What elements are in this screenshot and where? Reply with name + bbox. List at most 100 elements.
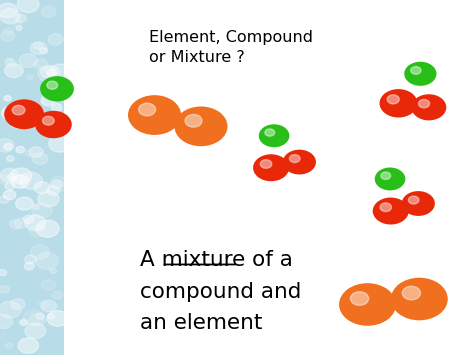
Circle shape	[0, 3, 17, 18]
Circle shape	[402, 191, 435, 216]
Circle shape	[4, 95, 11, 101]
Circle shape	[40, 76, 74, 102]
Circle shape	[49, 135, 71, 152]
Circle shape	[375, 168, 405, 190]
Circle shape	[11, 175, 29, 188]
Circle shape	[19, 54, 37, 67]
Circle shape	[34, 59, 47, 69]
Circle shape	[3, 28, 13, 35]
Circle shape	[47, 311, 68, 326]
Circle shape	[391, 278, 448, 320]
Circle shape	[38, 191, 59, 207]
Circle shape	[52, 291, 63, 299]
Circle shape	[37, 65, 60, 82]
Circle shape	[29, 147, 43, 157]
Circle shape	[260, 160, 272, 168]
Circle shape	[35, 111, 72, 138]
Circle shape	[16, 197, 33, 210]
Circle shape	[51, 103, 62, 111]
Circle shape	[0, 196, 9, 203]
Circle shape	[10, 168, 32, 184]
Circle shape	[380, 203, 392, 212]
Circle shape	[20, 320, 27, 325]
Circle shape	[19, 108, 30, 116]
Circle shape	[5, 58, 14, 64]
Circle shape	[10, 219, 22, 229]
Circle shape	[404, 62, 437, 86]
Circle shape	[51, 180, 63, 189]
Circle shape	[47, 314, 55, 319]
Circle shape	[42, 96, 55, 106]
Circle shape	[18, 338, 38, 353]
Circle shape	[0, 9, 20, 24]
Text: Element, Compound
or Mixture ?: Element, Compound or Mixture ?	[149, 30, 313, 65]
Circle shape	[36, 313, 44, 319]
Circle shape	[41, 95, 55, 105]
Circle shape	[24, 262, 34, 270]
Circle shape	[46, 66, 58, 75]
Circle shape	[17, 0, 39, 12]
Circle shape	[16, 26, 22, 31]
Circle shape	[339, 283, 396, 326]
Circle shape	[25, 323, 46, 339]
Circle shape	[138, 103, 155, 116]
Circle shape	[5, 59, 16, 67]
Circle shape	[402, 286, 420, 300]
Circle shape	[48, 34, 63, 45]
Circle shape	[4, 99, 44, 129]
Circle shape	[410, 66, 421, 74]
Circle shape	[0, 269, 7, 275]
Circle shape	[47, 81, 58, 89]
Circle shape	[3, 190, 16, 200]
Circle shape	[411, 94, 447, 120]
Circle shape	[30, 245, 49, 259]
Circle shape	[174, 106, 228, 146]
Circle shape	[12, 115, 27, 126]
Circle shape	[6, 343, 12, 348]
Circle shape	[42, 279, 56, 290]
Circle shape	[33, 204, 39, 209]
Circle shape	[23, 215, 34, 224]
Text: an element: an element	[140, 313, 262, 333]
Circle shape	[0, 301, 21, 318]
Circle shape	[290, 155, 300, 163]
Circle shape	[7, 155, 14, 162]
Text: A mixture of a: A mixture of a	[140, 250, 293, 270]
Text: A mixture of a: A mixture of a	[140, 250, 293, 270]
Circle shape	[0, 315, 13, 329]
Circle shape	[50, 176, 70, 191]
Circle shape	[41, 6, 56, 17]
Circle shape	[14, 218, 28, 228]
Circle shape	[29, 313, 46, 326]
Circle shape	[47, 70, 57, 77]
Circle shape	[253, 154, 289, 181]
Circle shape	[0, 139, 14, 152]
Circle shape	[43, 116, 54, 125]
Circle shape	[8, 174, 16, 180]
Circle shape	[1, 31, 15, 41]
Circle shape	[26, 150, 34, 157]
Circle shape	[33, 42, 43, 49]
Circle shape	[5, 182, 15, 190]
Circle shape	[41, 300, 56, 312]
Circle shape	[0, 169, 18, 182]
Circle shape	[32, 153, 48, 165]
Circle shape	[40, 48, 48, 54]
Circle shape	[36, 220, 59, 237]
Circle shape	[42, 116, 55, 125]
Circle shape	[20, 172, 43, 189]
Circle shape	[283, 150, 316, 174]
Circle shape	[0, 175, 10, 184]
Circle shape	[5, 64, 23, 78]
Circle shape	[4, 143, 12, 150]
Text: compound and: compound and	[140, 282, 301, 301]
Circle shape	[25, 215, 46, 231]
Circle shape	[29, 225, 45, 237]
Circle shape	[34, 182, 50, 193]
Circle shape	[419, 99, 429, 108]
Circle shape	[51, 64, 71, 79]
Circle shape	[27, 75, 33, 80]
Circle shape	[40, 113, 58, 126]
Bar	[0, 0, 64, 355]
Circle shape	[265, 129, 275, 136]
